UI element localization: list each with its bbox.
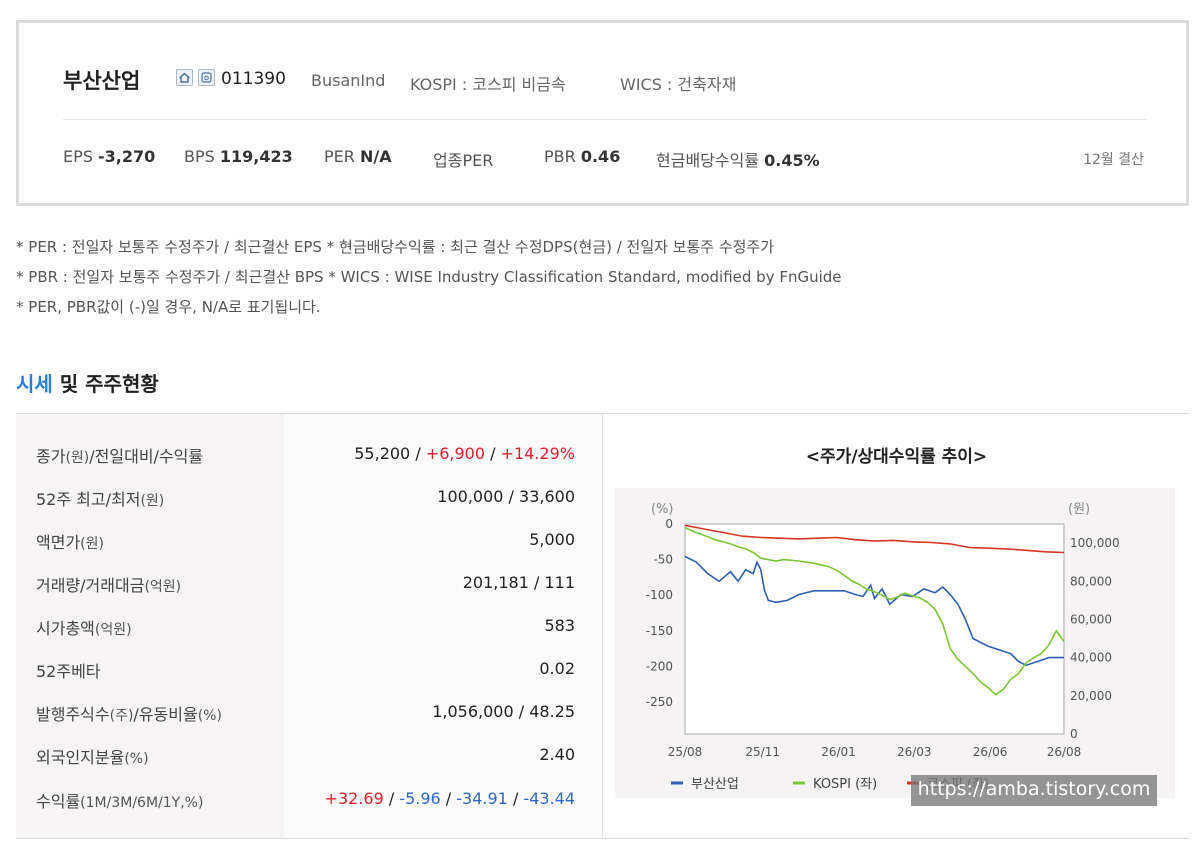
chart-title: <주가/상대수익률 추이> xyxy=(805,447,988,467)
x-tick-label: 26/06 xyxy=(973,745,1008,759)
x-tick-label: 25/11 xyxy=(745,745,780,759)
x-tick-label: 26/01 xyxy=(821,745,856,759)
series-line xyxy=(684,524,1065,554)
footnote: * PER, PBR값이 (-)일 경우, N/A로 표기됩니다. xyxy=(16,298,321,316)
left-tick-label: -100 xyxy=(646,588,673,602)
label-column xyxy=(16,414,284,838)
english-name: BusanInd xyxy=(311,71,386,90)
x-tick-label: 26/03 xyxy=(897,745,932,759)
row-label-shares: 발행주식수(주)/유동비율(%) xyxy=(36,705,222,724)
price-chart: (%) (원) 0 -50 -100 -150 -200 -250 100,000 80,000 6… xyxy=(615,488,1175,798)
series-line xyxy=(684,526,1065,696)
row-label-market-cap: 시가총액(억원) xyxy=(36,619,132,638)
x-tick-label: 25/08 xyxy=(668,745,703,759)
row-value-returns: +32.69 / -5.96 / -34.91 / -43.44 xyxy=(324,789,575,808)
industry-per-stat: 업종PER xyxy=(433,151,494,170)
row-label-returns: 수익률(1M/3M/6M/1Y,%) xyxy=(36,792,204,811)
stock-code: 011390 xyxy=(221,69,286,89)
row-label-beta: 52주베타 xyxy=(36,662,101,681)
row-value-beta: 0.02 xyxy=(539,659,575,678)
chart-panel: <주가/상대수익률 추이> (%) (원) 0 -50 -100 -150 -200 -250… xyxy=(602,414,1189,838)
pbr-stat: PBR 0.46 xyxy=(544,147,621,166)
left-tick-label: -250 xyxy=(646,695,673,709)
home-icon[interactable] xyxy=(176,69,193,86)
footnote: * PBR : 전일자 보통주 수정주가 / 최근결산 BPS * WICS :… xyxy=(16,268,842,286)
footnotes: * PER : 전일자 보통주 수정주가 / 최근결산 EPS * 현금배당수익… xyxy=(16,232,842,322)
row-value-volume: 201,181 / 111 xyxy=(462,573,575,592)
watermark: https://amba.tistory.com xyxy=(911,775,1157,806)
left-tick-label: 0 xyxy=(665,517,673,531)
right-tick-label: 100,000 xyxy=(1070,536,1120,550)
row-value-close: 55,200 / +6,900 / +14.29% xyxy=(354,444,575,463)
divider xyxy=(63,119,1147,120)
wics-classification: WICS : 건축자재 xyxy=(620,75,737,94)
right-tick-label: 80,000 xyxy=(1070,574,1112,588)
plot-area xyxy=(684,523,1065,735)
row-label-volume: 거래량/거래대금(억원) xyxy=(36,576,182,595)
settlement-month: 12월 결산 xyxy=(1083,152,1144,168)
row-label-52w-range: 52주 최고/최저(원) xyxy=(36,490,165,509)
row-label-foreign-ownership: 외국인지분율(%) xyxy=(36,748,149,767)
row-value-par-value: 5,000 xyxy=(529,530,575,549)
right-tick-label: 20,000 xyxy=(1070,689,1112,703)
company-name: 부산산업 xyxy=(63,69,141,93)
per-stat: PER N/A xyxy=(324,147,392,166)
right-tick-label: 0 xyxy=(1070,727,1078,741)
footnote: * PER : 전일자 보통주 수정주가 / 최근결산 EPS * 현금배당수익… xyxy=(16,238,775,256)
market-classification: KOSPI : 코스피 비금속 xyxy=(410,75,566,94)
row-value-52w-range: 100,000 / 33,600 xyxy=(437,487,575,506)
right-tick-label: 40,000 xyxy=(1070,651,1112,665)
row-value-shares: 1,056,000 / 48.25 xyxy=(432,702,575,721)
phone-icon[interactable] xyxy=(198,69,215,86)
company-header: 부산산업 011390 BusanInd KOSPI : 코스피 비금속 WIC… xyxy=(16,20,1189,206)
left-tick-label: -50 xyxy=(653,553,673,567)
dividend-yield-stat: 현금배당수익률 0.45% xyxy=(656,151,820,170)
x-tick-label: 26/08 xyxy=(1047,745,1082,759)
right-axis-unit: (원) xyxy=(1068,502,1090,517)
right-tick-label: 60,000 xyxy=(1070,612,1112,626)
value-column xyxy=(284,414,602,838)
section-title: 시세 및 주주현황 xyxy=(16,372,159,396)
eps-stat: EPS -3,270 xyxy=(63,147,156,166)
row-value-market-cap: 583 xyxy=(544,616,575,635)
left-tick-label: -150 xyxy=(646,624,673,638)
left-axis-unit: (%) xyxy=(651,502,674,517)
market-info-panel: 종가(원)/전일대비/수익률 55,200 / +6,900 / +14.29%… xyxy=(16,413,1189,839)
row-value-foreign-ownership: 2.40 xyxy=(539,745,575,764)
legend-label: KOSPI (좌) xyxy=(813,777,877,792)
left-tick-label: -200 xyxy=(646,659,673,673)
row-label-close: 종가(원)/전일대비/수익률 xyxy=(36,447,204,466)
bps-stat: BPS 119,423 xyxy=(184,147,293,166)
row-label-par-value: 액면가(원) xyxy=(36,533,104,552)
legend-label: 부산산업 xyxy=(691,777,739,792)
